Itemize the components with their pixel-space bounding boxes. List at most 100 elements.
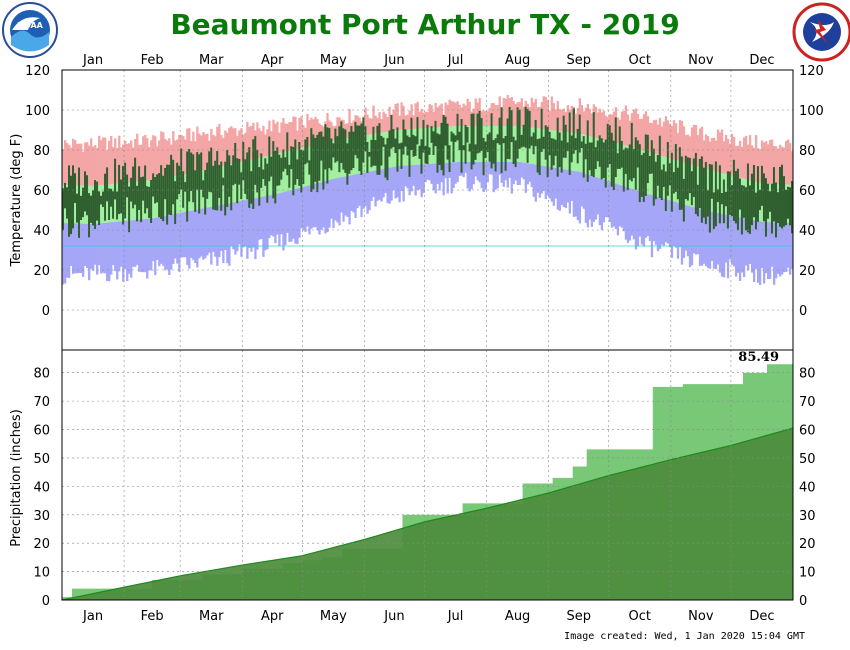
observed-bar [144,165,147,214]
temperature-day [612,111,616,227]
record-high-bar [296,130,299,150]
record-high-bar [464,105,467,126]
record-low-bar [672,201,676,246]
record-low-bar [322,181,325,228]
record-low-bar [710,211,714,261]
record-low-bar [718,213,722,273]
temperature-day [168,138,171,276]
temperature-day [640,118,644,245]
observed-bar [148,186,151,218]
observed-bar [108,188,111,221]
record-high-bar [702,140,706,169]
observed-bar [98,191,101,226]
record-low-bar [350,175,353,212]
record-high-bar [164,138,167,178]
temperature-day [416,101,419,190]
observed-bar [504,135,507,171]
temperature-day [128,143,131,274]
record-high-bar [750,145,754,181]
observed-bar [326,127,329,184]
observed-bar [648,155,652,174]
temperature-day [176,139,179,264]
record-high-bar [416,101,419,129]
observed-bar [624,147,628,175]
record-low-bar [306,185,309,227]
observed-bar [234,142,237,184]
normal-range-bar [364,135,367,173]
temperature-day [228,127,231,266]
record-high-bar [536,107,539,129]
record-high-bar [302,125,305,148]
observed-bar [672,172,676,194]
temperature-day [674,123,678,248]
temperature-day [180,134,183,258]
observed-bar [140,177,143,223]
temperature-day [750,145,754,273]
record-high-bar [492,103,495,126]
temperature-day [64,140,67,284]
record-high-bar [582,111,586,135]
record-low-bar [772,222,776,285]
observed-bar [788,187,792,226]
precipitation-tick-right: 40 [799,480,816,495]
temperature-tick-right: 40 [799,224,816,239]
normal-range-bar [392,130,395,167]
temperature-day [732,137,736,267]
record-low-bar [94,223,97,265]
record-low-bar [242,200,245,248]
observed-bar [214,160,217,211]
record-high-bar [122,144,125,184]
temperature-day [316,119,319,231]
observed-bar [574,138,578,151]
record-low-bar [344,176,347,216]
observed-bar [126,174,129,198]
temperature-day [122,144,125,282]
temperature-day [494,104,497,190]
normal-range-bar [282,152,285,193]
record-low-bar [116,221,119,280]
observed-bar [240,172,243,200]
record-high-bar [90,138,93,186]
normal-range-bar [456,126,459,163]
normal-range-bar [196,171,199,210]
observed-bar [750,173,754,226]
temperature-day [308,120,311,235]
observed-bar [554,139,557,156]
record-low-bar [482,162,485,193]
record-high-bar [462,103,465,126]
observed-bar [472,113,475,165]
observed-bar [426,124,429,165]
record-high-bar [92,146,95,186]
record-low-bar [176,213,179,264]
observed-bar [688,157,692,194]
temperature-day [110,135,113,275]
record-high-bar [372,105,375,135]
record-high-bar [94,145,97,186]
temperature-day [478,98,481,183]
observed-bar [106,167,109,202]
observed-bar [164,167,167,200]
observed-bar [96,181,99,221]
normal-range-bar [650,152,654,195]
record-high-bar [552,103,555,131]
observed-bar [340,121,343,164]
observed-bar [658,135,662,198]
temperature-day [258,128,261,240]
temperature-day [586,104,590,228]
temperature-day [152,135,155,262]
record-low-bar [178,213,181,272]
record-low-bar [524,162,527,193]
observed-bar [432,131,435,156]
observed-bar [780,164,784,229]
observed-bar [396,127,399,172]
record-high-bar [248,126,251,161]
temperature-day [584,107,588,223]
temperature-day [70,147,73,266]
normal-range-bar [114,183,117,222]
normal-range-bar [290,150,293,191]
temperature-day [616,117,620,236]
observed-bar [714,161,718,227]
record-high-bar [522,106,525,127]
temperature-day [410,104,413,192]
